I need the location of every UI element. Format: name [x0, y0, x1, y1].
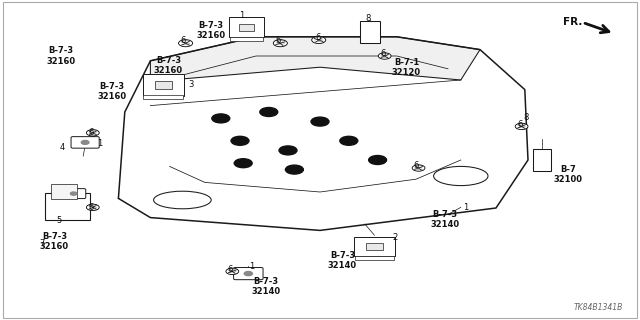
- Text: B-7-3
32140: B-7-3 32140: [430, 210, 460, 229]
- FancyBboxPatch shape: [143, 95, 183, 99]
- FancyBboxPatch shape: [354, 237, 395, 256]
- Text: 3: 3: [188, 80, 193, 89]
- Circle shape: [285, 165, 303, 174]
- Text: B-7-3
32160: B-7-3 32160: [97, 82, 127, 101]
- Circle shape: [231, 136, 249, 145]
- Text: 5: 5: [56, 216, 61, 225]
- Circle shape: [86, 204, 99, 211]
- Circle shape: [311, 117, 329, 126]
- Text: 6: 6: [89, 203, 94, 212]
- Ellipse shape: [434, 166, 488, 186]
- Text: B-7-3
32160: B-7-3 32160: [196, 21, 226, 40]
- Polygon shape: [118, 37, 528, 230]
- FancyBboxPatch shape: [51, 184, 77, 199]
- Text: 6: 6: [517, 120, 522, 129]
- Circle shape: [234, 159, 252, 168]
- Text: B-7-3
32140: B-7-3 32140: [328, 251, 357, 270]
- Text: B-7
32100: B-7 32100: [553, 165, 582, 184]
- Text: B-7-3
32160: B-7-3 32160: [40, 232, 69, 251]
- FancyBboxPatch shape: [355, 256, 394, 260]
- Text: 1: 1: [97, 139, 102, 148]
- Text: 8: 8: [365, 14, 371, 23]
- Circle shape: [279, 146, 297, 155]
- Circle shape: [412, 165, 425, 171]
- Ellipse shape: [154, 191, 211, 209]
- Circle shape: [515, 123, 528, 130]
- Circle shape: [212, 114, 230, 123]
- Text: 1: 1: [239, 11, 244, 20]
- FancyBboxPatch shape: [533, 149, 551, 171]
- FancyBboxPatch shape: [239, 24, 253, 31]
- Text: 8: 8: [524, 113, 529, 122]
- Circle shape: [312, 36, 326, 44]
- FancyBboxPatch shape: [366, 243, 383, 250]
- Text: 6: 6: [275, 36, 280, 45]
- Circle shape: [179, 40, 193, 47]
- FancyBboxPatch shape: [155, 81, 172, 89]
- Text: B-7-3
32160: B-7-3 32160: [154, 56, 183, 75]
- Text: FR.: FR.: [563, 17, 582, 28]
- Text: 6: 6: [89, 128, 94, 137]
- Text: 1: 1: [250, 262, 255, 271]
- Text: TK84B1341B: TK84B1341B: [573, 303, 623, 312]
- Text: 4: 4: [60, 143, 65, 152]
- Circle shape: [340, 136, 358, 145]
- Circle shape: [378, 53, 391, 59]
- Text: 6: 6: [381, 49, 386, 58]
- Text: 6: 6: [413, 161, 419, 170]
- Circle shape: [369, 156, 387, 164]
- Circle shape: [273, 40, 287, 47]
- FancyBboxPatch shape: [229, 17, 264, 37]
- Circle shape: [260, 108, 278, 116]
- Text: 7: 7: [40, 239, 45, 248]
- FancyBboxPatch shape: [143, 74, 184, 96]
- FancyBboxPatch shape: [360, 21, 380, 43]
- Circle shape: [70, 192, 77, 195]
- FancyBboxPatch shape: [230, 37, 263, 41]
- Text: 6: 6: [228, 265, 233, 274]
- Circle shape: [81, 140, 89, 144]
- Text: 1: 1: [463, 203, 468, 212]
- Circle shape: [226, 268, 239, 275]
- Text: B-7-1
32120: B-7-1 32120: [392, 58, 421, 77]
- FancyBboxPatch shape: [71, 137, 99, 148]
- Circle shape: [244, 272, 252, 276]
- FancyBboxPatch shape: [61, 189, 86, 198]
- Text: 6: 6: [180, 36, 186, 45]
- FancyBboxPatch shape: [45, 193, 90, 220]
- Text: B-7-3
32140: B-7-3 32140: [251, 277, 280, 296]
- Polygon shape: [150, 37, 480, 90]
- FancyBboxPatch shape: [234, 268, 263, 280]
- Text: 6: 6: [316, 33, 321, 42]
- Text: B-7-3
32160: B-7-3 32160: [46, 46, 76, 66]
- Text: 2: 2: [392, 233, 397, 242]
- Circle shape: [86, 130, 99, 136]
